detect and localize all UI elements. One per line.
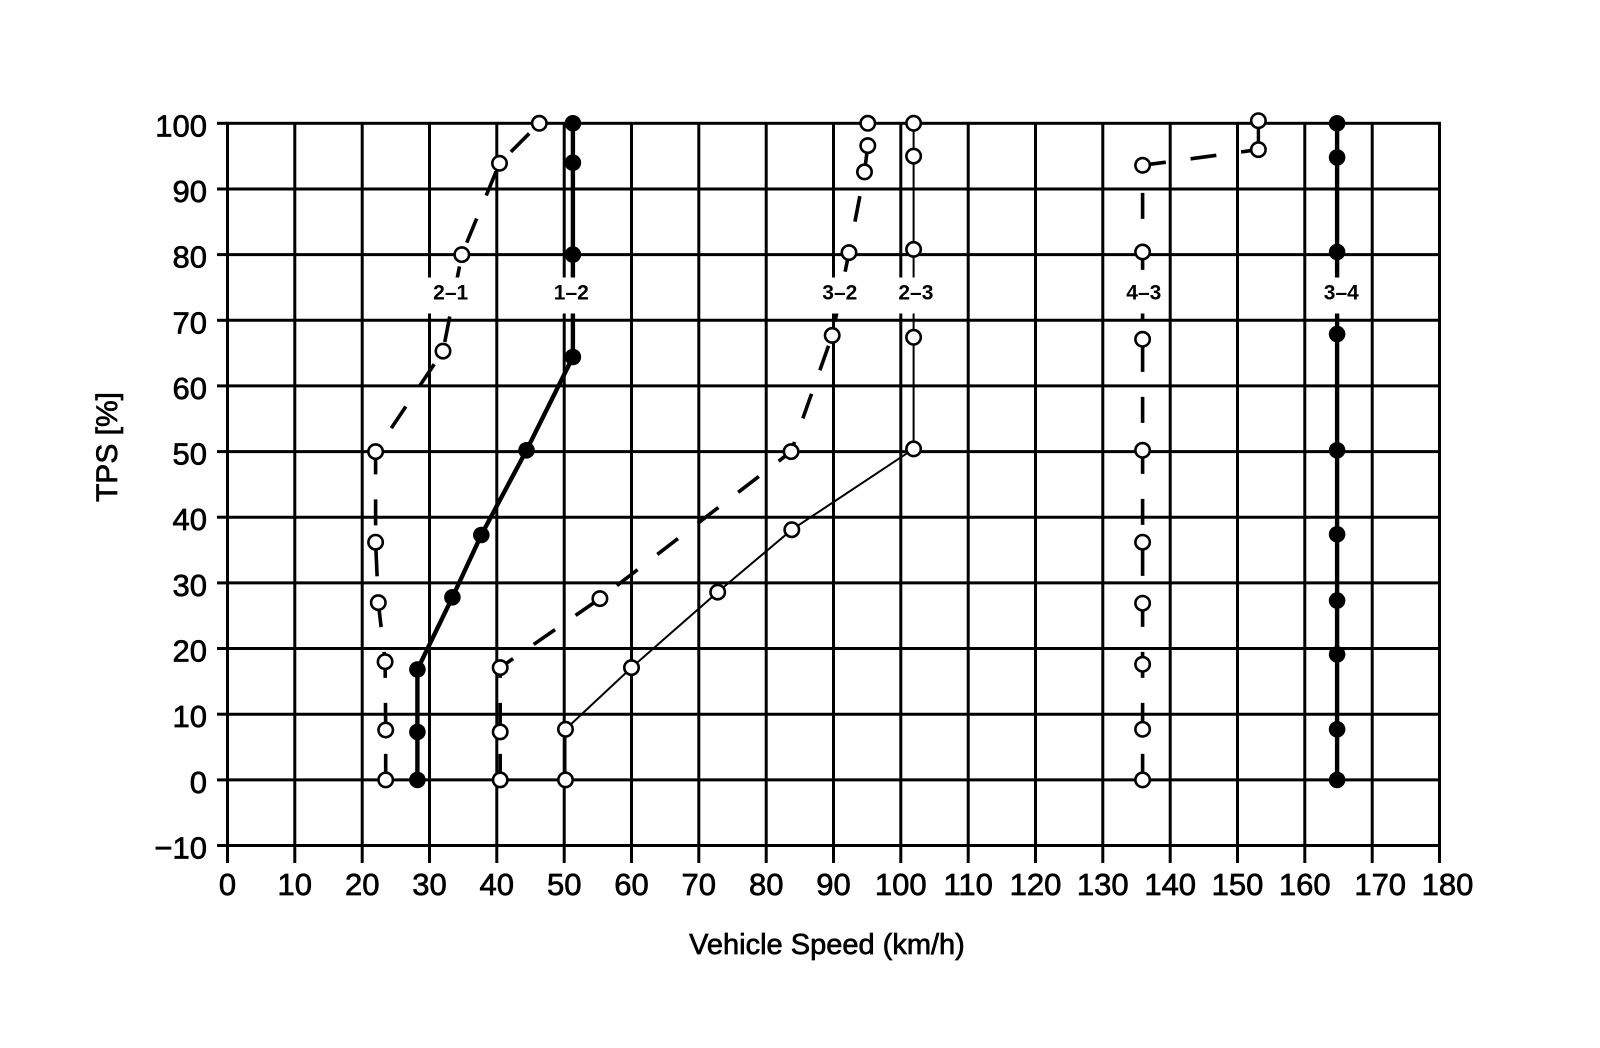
svg-text:90: 90 [816,867,850,902]
svg-text:10: 10 [173,699,207,734]
svg-text:110: 110 [943,867,992,902]
svg-text:1–2: 1–2 [554,282,589,305]
svg-text:150: 150 [1212,867,1264,902]
svg-text:70: 70 [682,867,716,902]
svg-text:170: 170 [1354,867,1406,902]
svg-text:180: 180 [1422,867,1474,902]
svg-text:60: 60 [614,867,648,902]
svg-text:3–4: 3–4 [1324,282,1359,305]
svg-text:0: 0 [219,867,236,902]
svg-text:2–3: 2–3 [898,282,933,305]
svg-text:90: 90 [173,174,207,209]
svg-text:40: 40 [173,502,207,537]
svg-text:50: 50 [173,437,207,472]
svg-text:100: 100 [155,108,207,143]
svg-text:10: 10 [278,867,312,902]
svg-text:60: 60 [173,371,207,406]
svg-text:30: 30 [173,568,207,603]
svg-text:80: 80 [173,240,207,275]
svg-text:100: 100 [875,867,927,902]
svg-text:120: 120 [1010,867,1062,902]
svg-text:3–2: 3–2 [822,282,857,305]
svg-text:20: 20 [345,867,379,902]
svg-text:−10: −10 [154,831,207,866]
svg-text:4–3: 4–3 [1126,282,1161,305]
svg-text:Vehicle Speed (km/h): Vehicle Speed (km/h) [689,929,965,961]
svg-text:40: 40 [480,867,514,902]
svg-text:30: 30 [412,867,446,902]
svg-text:70: 70 [173,305,207,340]
svg-text:TPS [%]: TPS [%] [91,392,124,502]
svg-text:0: 0 [190,765,207,800]
svg-text:50: 50 [547,867,581,902]
svg-text:20: 20 [173,634,207,669]
svg-text:2–1: 2–1 [433,282,468,305]
svg-text:160: 160 [1279,867,1331,902]
svg-text:80: 80 [749,867,783,902]
svg-text:130: 130 [1077,867,1129,902]
svg-text:140: 140 [1144,867,1196,902]
